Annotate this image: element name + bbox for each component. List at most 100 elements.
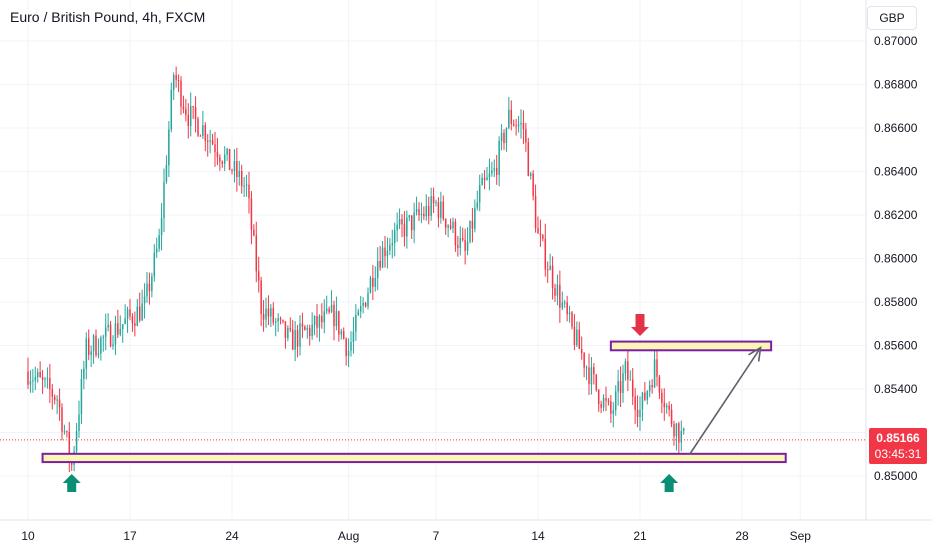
candle-body: [379, 261, 381, 268]
candle-body: [112, 344, 114, 347]
candle-body: [682, 428, 685, 431]
candle-body: [656, 359, 658, 377]
candle-body: [90, 351, 92, 355]
candle-body: [243, 185, 245, 187]
candle-body: [554, 288, 556, 296]
candle-body: [362, 303, 364, 306]
candle-body: [250, 198, 253, 230]
currency-button[interactable]: GBP: [867, 6, 917, 30]
candle-body: [590, 367, 593, 385]
candle-body: [549, 265, 551, 271]
price-tick-label: 0.86000: [874, 252, 918, 266]
candle-body: [46, 377, 49, 379]
candle-body: [216, 151, 219, 158]
candle-body: [134, 323, 136, 326]
candle-body: [556, 284, 559, 296]
projection-line[interactable]: [689, 347, 762, 455]
candle-body: [255, 235, 258, 272]
candle-body: [352, 331, 355, 342]
candle-body: [311, 324, 313, 337]
resistance-down-arrow-icon[interactable]: [631, 314, 649, 336]
candle-body: [478, 185, 481, 203]
candle-body: [471, 220, 474, 229]
last-price-badge: 0.85166 03:45:31: [869, 428, 927, 464]
candle-body: [119, 328, 122, 335]
candle-body: [386, 250, 389, 257]
candle-body: [396, 224, 398, 231]
candle-body: [185, 108, 187, 115]
candle-body: [619, 381, 622, 393]
candle-body: [206, 140, 209, 142]
candle-body: [80, 378, 83, 415]
support-up-arrow-icon[interactable]: [660, 474, 679, 492]
drawings[interactable]: [41, 340, 787, 464]
price-axis[interactable]: 0.850000.852000.854000.856000.858000.860…: [874, 34, 918, 483]
candle-body: [481, 177, 483, 186]
candle-body: [593, 367, 595, 375]
candle-body: [282, 319, 284, 322]
candle-body: [279, 318, 282, 320]
candle-body: [493, 168, 496, 171]
projection-arrowhead: [748, 346, 762, 362]
time-tick-label: 24: [225, 529, 239, 543]
support-zone[interactable]: [41, 452, 787, 464]
resistance-zone[interactable]: [609, 340, 773, 352]
candle-body: [97, 353, 100, 356]
candle-body: [420, 214, 423, 216]
candle-body: [447, 225, 449, 228]
candle-body: [308, 328, 311, 337]
candle-body: [333, 304, 335, 327]
candle-body: [345, 338, 347, 356]
symbol-title[interactable]: Euro / British Pound, 4h, FXCM: [8, 9, 208, 25]
candle-body: [423, 214, 425, 217]
time-tick-label: 17: [123, 529, 137, 543]
candle-body: [551, 265, 554, 289]
candle-body: [170, 89, 173, 130]
candle-body: [102, 336, 105, 338]
candle-body: [597, 389, 600, 405]
candle-body: [631, 379, 634, 397]
candle-body: [537, 227, 539, 234]
candle-body: [483, 177, 486, 180]
candle-body: [340, 330, 343, 335]
price-tick-label: 0.86400: [874, 165, 918, 179]
candle-body: [612, 410, 615, 414]
candle-body: [401, 219, 403, 224]
candle-body: [219, 157, 221, 162]
candle-body: [272, 308, 275, 323]
candle-body: [398, 219, 401, 225]
candle-body: [175, 75, 177, 80]
candle-body: [680, 430, 683, 443]
candle-body: [189, 106, 192, 127]
candle-body: [328, 308, 330, 313]
candle-body: [316, 316, 318, 328]
candle-body: [228, 148, 231, 171]
candle-body: [393, 230, 396, 244]
candle-body: [49, 377, 51, 390]
candle-body: [425, 206, 428, 217]
candle-body: [342, 330, 345, 339]
candle-body: [376, 261, 379, 279]
price-tick-label: 0.86600: [874, 121, 918, 135]
candle-body: [668, 405, 670, 410]
support-up-arrow-icon[interactable]: [62, 474, 81, 492]
candle-body: [306, 328, 309, 330]
candle-body: [464, 239, 466, 251]
candle-body: [257, 271, 260, 281]
candle-body: [571, 312, 573, 327]
price-tick-label: 0.85800: [874, 295, 918, 309]
candle-body: [381, 247, 384, 268]
candle-body: [566, 302, 568, 315]
candle-body: [665, 405, 668, 408]
candle-body: [301, 323, 304, 327]
candle-body: [585, 367, 588, 369]
candle-body: [437, 202, 440, 218]
candle-body: [61, 407, 63, 432]
candle-body: [338, 311, 340, 335]
candle-body: [406, 217, 408, 237]
candle-body: [274, 321, 277, 323]
candle-body: [670, 409, 673, 425]
time-axis[interactable]: 10 17 24 Aug 7 14 21 28 Sep: [21, 529, 811, 543]
markers[interactable]: [62, 314, 679, 492]
